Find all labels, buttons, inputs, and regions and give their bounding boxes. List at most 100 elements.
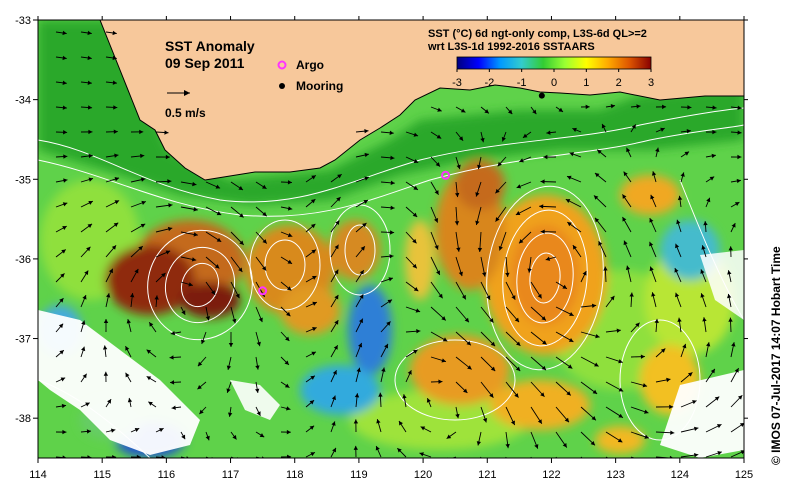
- current-vector-head: [63, 130, 68, 135]
- mooring-legend-symbol: [279, 83, 285, 89]
- contour-line: [619, 319, 701, 441]
- current-vector-head: [603, 266, 608, 271]
- current-vector-head: [193, 232, 198, 237]
- contour-line: [486, 185, 604, 371]
- current-vector-head: [112, 454, 117, 458]
- current-vector-head: [334, 269, 339, 275]
- current-vector-head: [193, 207, 198, 212]
- current-vector-head: [363, 200, 369, 204]
- current-vector-head: [407, 370, 412, 375]
- x-tick-label: 116: [158, 469, 176, 481]
- current-vector-head: [592, 389, 598, 394]
- current-vector-head: [112, 30, 117, 36]
- current-vector-head: [353, 419, 359, 424]
- current-vector-head: [475, 220, 480, 226]
- current-vector-head: [170, 330, 176, 336]
- current-vector-head: [309, 400, 315, 405]
- current-vector-head: [434, 245, 439, 250]
- current-vector-head: [441, 316, 446, 321]
- x-axis: 114 115 116 117 118 119 120 121 122 123 124 125: [29, 16, 753, 481]
- current-vector-head: [59, 298, 64, 303]
- current-vector-head: [334, 320, 339, 325]
- current-vector-head: [497, 161, 502, 167]
- no-data-areas: [38, 250, 744, 458]
- current-vector-head: [594, 217, 600, 223]
- current-vector-head: [692, 400, 697, 405]
- current-vector-head: [542, 340, 547, 345]
- current-vector-head: [629, 292, 634, 297]
- current-vector-head: [390, 205, 395, 210]
- current-vector-head: [81, 320, 86, 326]
- current-vector-head: [61, 249, 66, 254]
- current-vector-head: [591, 415, 596, 421]
- plot-frame: [37, 19, 745, 459]
- current-vector-head: [515, 366, 521, 372]
- colorbar: [456, 56, 652, 70]
- current-vector-head: [398, 420, 403, 426]
- current-vector-head: [441, 358, 446, 363]
- current-vector-head: [595, 333, 600, 339]
- current-vector-head: [84, 270, 89, 276]
- colorbar-tick-label: -1: [517, 77, 527, 89]
- contour-line: [38, 379, 151, 458]
- x-tick-label: 115: [93, 469, 111, 481]
- x-tick-label: 118: [286, 469, 304, 481]
- current-vector-head: [617, 438, 623, 443]
- current-vector-head: [514, 393, 519, 398]
- current-vector-head: [594, 362, 599, 367]
- current-vector-head: [82, 373, 87, 379]
- current-vector-head: [87, 55, 92, 61]
- current-vector-head: [569, 152, 575, 157]
- current-vector-head: [232, 318, 237, 324]
- current-vector-head: [311, 275, 317, 280]
- colorbar-tick-label: 2: [616, 77, 622, 89]
- current-vector-head: [146, 349, 152, 354]
- current-vector-head: [113, 105, 118, 110]
- current-vector-head: [458, 136, 464, 141]
- colorbar-tick-label: -3: [452, 77, 462, 89]
- map-date: 09 Sep 2011: [165, 55, 245, 71]
- current-vector-head: [666, 377, 671, 383]
- current-vector-head: [543, 154, 548, 160]
- current-vector-head: [591, 303, 597, 308]
- current-vector-head: [507, 109, 513, 115]
- current-vector-head: [287, 180, 292, 185]
- contour-line: [516, 232, 574, 324]
- current-vector-head: [87, 80, 92, 85]
- current-vector-head: [62, 455, 67, 458]
- current-vector-head: [148, 401, 153, 406]
- current-vector-head: [113, 222, 119, 227]
- current-vector-head: [649, 266, 654, 272]
- current-vector-head: [435, 162, 441, 167]
- x-tick-label: 114: [29, 469, 47, 481]
- current-vector-head: [81, 346, 86, 352]
- current-vector-head: [337, 174, 342, 179]
- current-vector: [255, 456, 262, 458]
- current-vector-head: [454, 221, 460, 226]
- current-vector-head: [262, 266, 267, 271]
- current-vector-head: [85, 402, 90, 407]
- current-vector-head: [287, 232, 293, 238]
- current-vector-head: [590, 440, 595, 446]
- current-vector-head: [495, 188, 500, 194]
- current-vector-head: [694, 452, 699, 458]
- current-vector-head: [717, 451, 722, 456]
- current-vector-head: [258, 317, 263, 323]
- current-vector-head: [238, 185, 243, 190]
- current-vector-head: [103, 318, 109, 323]
- current-vector-head: [334, 244, 339, 250]
- current-vector-head: [467, 365, 472, 370]
- current-vector-head: [311, 249, 316, 254]
- current-vector-head: [88, 177, 94, 182]
- current-vector-head: [649, 218, 654, 223]
- current-vector-head: [456, 247, 461, 252]
- current-vector-head: [616, 328, 621, 333]
- current-vector-head: [386, 321, 391, 326]
- current-vector-head: [610, 104, 616, 109]
- contour-line: [344, 224, 376, 276]
- vector-scale: [167, 90, 190, 96]
- map-title: SST Anomaly: [165, 38, 255, 54]
- current-vector-head: [287, 259, 293, 264]
- current-vector-head: [674, 268, 679, 273]
- current-vector-head: [310, 223, 316, 229]
